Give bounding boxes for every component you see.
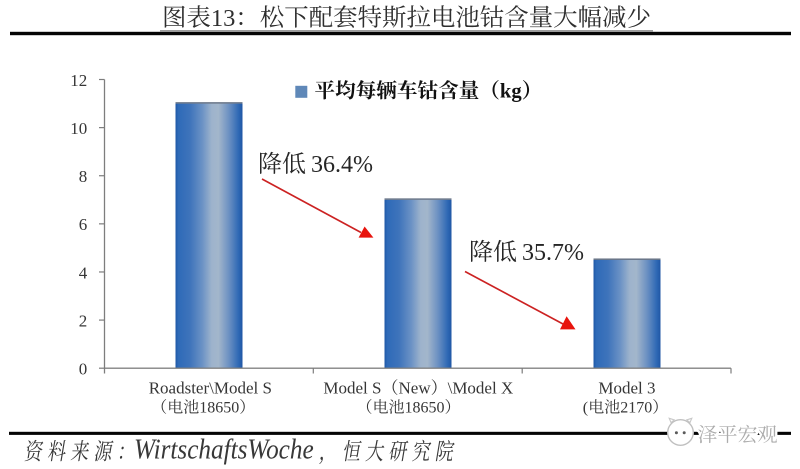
svg-text:13: 13 [211, 5, 235, 32]
svg-text:12: 12 [70, 71, 87, 90]
svg-text:kg: kg [500, 81, 522, 103]
svg-text:WirtschaftsWoche: WirtschaftsWoche [134, 433, 314, 465]
svg-text:Roadster\Model S: Roadster\Model S [149, 379, 272, 398]
svg-text:8: 8 [79, 167, 88, 186]
svg-text:2: 2 [79, 312, 88, 331]
svg-text:35.7%: 35.7% [522, 240, 584, 266]
svg-text:2170: 2170 [620, 400, 652, 417]
svg-text:6: 6 [79, 215, 88, 234]
svg-text:18650: 18650 [405, 400, 445, 417]
svg-text:Model 3: Model 3 [598, 379, 655, 398]
svg-text:4: 4 [79, 263, 88, 282]
svg-text:(: ( [583, 400, 588, 417]
svg-text:Model S: Model S [323, 379, 381, 398]
svg-text:10: 10 [70, 119, 87, 138]
svg-text:36.4%: 36.4% [311, 152, 373, 178]
svg-text:0: 0 [79, 360, 88, 379]
svg-text:18650: 18650 [199, 400, 239, 417]
svg-text:New: New [399, 379, 432, 398]
svg-text:\Model X: \Model X [448, 379, 514, 398]
